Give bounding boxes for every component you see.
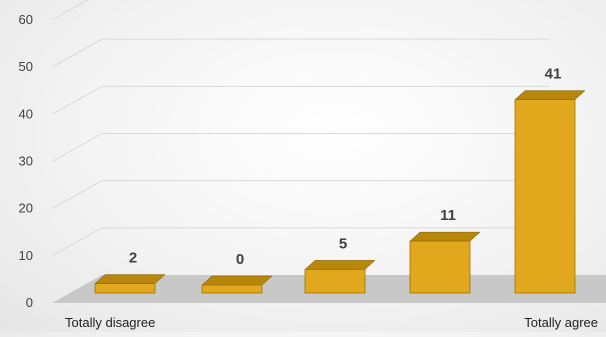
y-tick-label: 50 [19, 59, 33, 74]
bar [201, 275, 273, 294]
gridline [51, 85, 550, 115]
y-tick-label: 40 [19, 106, 33, 121]
y-axis-ticks: 0 10 20 30 40 50 60 [19, 12, 33, 310]
data-label: 11 [440, 207, 456, 224]
data-label: 2 [129, 250, 137, 267]
bar-top-face [304, 260, 376, 270]
bar-top-face [94, 274, 166, 284]
category-label: Totally agree [524, 315, 598, 330]
bar-front-face [201, 284, 263, 294]
data-label: 5 [339, 235, 347, 252]
gridline [51, 180, 550, 210]
gridlines-layer [51, 0, 550, 257]
bar-front-face [94, 283, 156, 294]
bar-top-face [409, 231, 481, 242]
y-tick-label: 10 [19, 248, 33, 263]
bar-front-face [304, 269, 366, 294]
y-tick-label: 60 [19, 12, 33, 27]
y-tick-label: 30 [19, 154, 33, 169]
data-labels-layer: 2 0 5 11 41 [129, 66, 562, 268]
y-tick-label: 20 [19, 201, 33, 216]
bar-top-face [514, 90, 586, 100]
bar [514, 90, 586, 294]
data-label: 0 [236, 251, 244, 268]
category-labels-layer: Totally disagree Totally agree [65, 315, 598, 330]
y-tick-label: 0 [26, 295, 33, 310]
bar-front-face [409, 240, 471, 294]
bars-layer [94, 90, 586, 294]
bar-top-face [201, 275, 273, 286]
gridline [51, 0, 89, 21]
gridline [51, 227, 550, 257]
category-label: Totally disagree [65, 315, 155, 330]
gridline [51, 38, 550, 68]
bar [304, 260, 376, 294]
bar-front-face [514, 99, 576, 294]
data-label: 41 [545, 66, 562, 83]
bar [94, 274, 166, 294]
gridline [51, 133, 550, 162]
bar [409, 231, 481, 294]
